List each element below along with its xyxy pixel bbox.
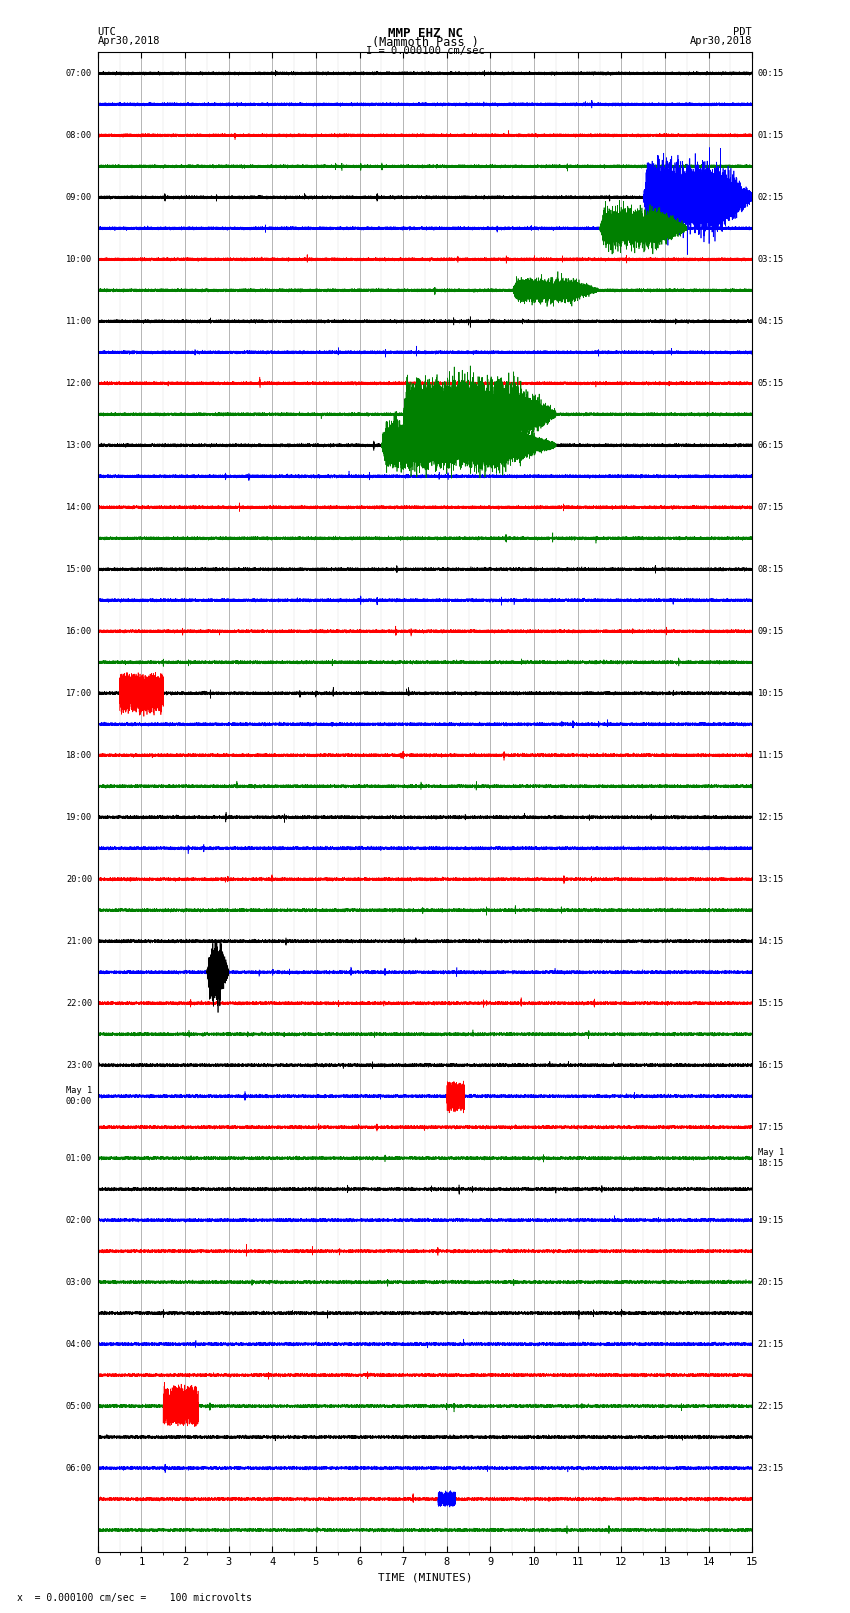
Text: UTC: UTC — [98, 26, 116, 37]
Text: 16:15: 16:15 — [758, 1061, 784, 1069]
Text: 17:00: 17:00 — [66, 689, 92, 698]
Text: 07:15: 07:15 — [758, 503, 784, 511]
Text: 00:15: 00:15 — [758, 69, 784, 77]
Text: 16:00: 16:00 — [66, 627, 92, 636]
Text: 12:15: 12:15 — [758, 813, 784, 821]
Text: 15:00: 15:00 — [66, 565, 92, 574]
Text: 03:15: 03:15 — [758, 255, 784, 265]
Text: 04:15: 04:15 — [758, 316, 784, 326]
Text: MMP EHZ NC: MMP EHZ NC — [388, 26, 462, 40]
Text: 08:00: 08:00 — [66, 131, 92, 140]
Text: 19:15: 19:15 — [758, 1216, 784, 1224]
Text: 11:15: 11:15 — [758, 750, 784, 760]
Text: 09:15: 09:15 — [758, 627, 784, 636]
Text: 06:15: 06:15 — [758, 440, 784, 450]
Text: Apr30,2018: Apr30,2018 — [98, 37, 161, 47]
Text: May 1
00:00: May 1 00:00 — [66, 1087, 92, 1107]
Text: 08:15: 08:15 — [758, 565, 784, 574]
Text: 07:00: 07:00 — [66, 69, 92, 77]
Text: 14:15: 14:15 — [758, 937, 784, 945]
Text: 21:15: 21:15 — [758, 1339, 784, 1348]
Text: 04:00: 04:00 — [66, 1339, 92, 1348]
Text: 06:00: 06:00 — [66, 1463, 92, 1473]
Text: 02:00: 02:00 — [66, 1216, 92, 1224]
Text: PDT: PDT — [734, 26, 752, 37]
Text: 23:00: 23:00 — [66, 1061, 92, 1069]
Text: 11:00: 11:00 — [66, 316, 92, 326]
Text: 02:15: 02:15 — [758, 194, 784, 202]
Text: 03:00: 03:00 — [66, 1277, 92, 1287]
Text: 10:15: 10:15 — [758, 689, 784, 698]
Text: x  = 0.000100 cm/sec =    100 microvolts: x = 0.000100 cm/sec = 100 microvolts — [17, 1594, 252, 1603]
Text: 22:00: 22:00 — [66, 998, 92, 1008]
Text: 19:00: 19:00 — [66, 813, 92, 821]
Text: 09:00: 09:00 — [66, 194, 92, 202]
X-axis label: TIME (MINUTES): TIME (MINUTES) — [377, 1573, 473, 1582]
Text: 20:15: 20:15 — [758, 1277, 784, 1287]
Text: 01:15: 01:15 — [758, 131, 784, 140]
Text: Apr30,2018: Apr30,2018 — [689, 37, 752, 47]
Text: 13:00: 13:00 — [66, 440, 92, 450]
Text: 14:00: 14:00 — [66, 503, 92, 511]
Text: 23:15: 23:15 — [758, 1463, 784, 1473]
Text: 13:15: 13:15 — [758, 874, 784, 884]
Text: 20:00: 20:00 — [66, 874, 92, 884]
Text: (Mammoth Pass ): (Mammoth Pass ) — [371, 37, 479, 50]
Text: 12:00: 12:00 — [66, 379, 92, 387]
Text: May 1
18:15: May 1 18:15 — [758, 1148, 784, 1168]
Text: 01:00: 01:00 — [66, 1153, 92, 1163]
Text: 17:15: 17:15 — [758, 1123, 784, 1132]
Text: 05:00: 05:00 — [66, 1402, 92, 1410]
Text: 21:00: 21:00 — [66, 937, 92, 945]
Text: 22:15: 22:15 — [758, 1402, 784, 1410]
Text: 18:00: 18:00 — [66, 750, 92, 760]
Text: 05:15: 05:15 — [758, 379, 784, 387]
Text: I = 0.000100 cm/sec: I = 0.000100 cm/sec — [366, 45, 484, 56]
Text: 10:00: 10:00 — [66, 255, 92, 265]
Text: 15:15: 15:15 — [758, 998, 784, 1008]
